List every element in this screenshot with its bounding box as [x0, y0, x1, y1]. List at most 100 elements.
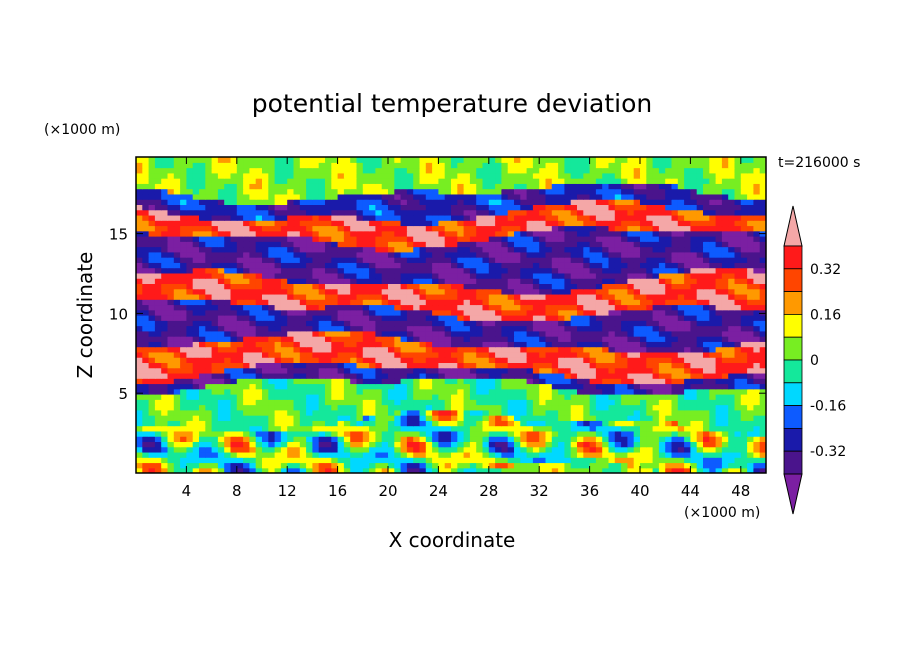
- contour-cell: [199, 267, 206, 274]
- contour-cell: [602, 394, 610, 400]
- contour-cell: [236, 209, 244, 216]
- contour-cell: [583, 383, 591, 390]
- contour-cell: [343, 251, 351, 258]
- contour-cell: [192, 457, 200, 464]
- contour-cell: [362, 267, 370, 274]
- contour-cell: [514, 315, 521, 321]
- contour-cell: [684, 430, 691, 437]
- contour-cell: [677, 346, 685, 353]
- contour-cell: [526, 351, 534, 358]
- contour-cell: [369, 288, 376, 295]
- contour-cell: [406, 388, 414, 395]
- contour-cell: [602, 336, 610, 342]
- contour-cell: [388, 320, 395, 327]
- contour-cell: [564, 430, 572, 437]
- contour-cell: [444, 304, 452, 311]
- contour-cell: [551, 293, 559, 300]
- contour-cell: [457, 214, 465, 221]
- contour-cell: [759, 262, 766, 269]
- contour-cell: [457, 362, 465, 369]
- contour-cell: [413, 394, 421, 400]
- contour-cell: [532, 378, 540, 385]
- contour-cell: [684, 257, 691, 263]
- contour-cell: [621, 394, 628, 400]
- contour-cell: [514, 372, 521, 379]
- contour-cell: [734, 378, 742, 385]
- contour-cell: [658, 257, 666, 263]
- contour-cell: [167, 272, 175, 279]
- contour-cell: [747, 351, 754, 358]
- contour-cell: [583, 267, 591, 274]
- contour-cell: [703, 278, 710, 284]
- contour-cell: [249, 341, 257, 348]
- contour-cell: [148, 441, 156, 448]
- contour-cell: [136, 283, 143, 290]
- contour-cell: [501, 262, 509, 269]
- contour-cell: [394, 220, 402, 227]
- contour-cell: [217, 278, 225, 284]
- contour-cell: [211, 225, 219, 232]
- contour-cell: [331, 441, 339, 448]
- contour-cell: [614, 236, 622, 242]
- contour-cell: [558, 372, 565, 379]
- contour-cell: [658, 451, 666, 458]
- contour-cell: [589, 241, 597, 248]
- contour-cell: [199, 320, 206, 327]
- contour-cell: [312, 457, 320, 464]
- contour-cell: [551, 357, 559, 363]
- contour-cell: [526, 378, 534, 385]
- contour-cell: [539, 436, 547, 442]
- contour-cell: [186, 230, 194, 237]
- contour-cell: [740, 362, 748, 369]
- contour-cell: [665, 394, 673, 400]
- contour-cell: [413, 378, 421, 385]
- contour-cell: [671, 467, 679, 473]
- contour-cell: [280, 357, 288, 363]
- contour-cell: [388, 315, 395, 321]
- contour-cell: [136, 409, 143, 416]
- contour-cell: [646, 299, 654, 306]
- contour-cell: [570, 436, 578, 442]
- contour-cell: [337, 378, 345, 385]
- contour-cell: [495, 288, 502, 295]
- contour-cell: [186, 430, 194, 437]
- contour-cell: [734, 330, 742, 337]
- contour-cell: [425, 399, 433, 406]
- contour-cell: [507, 341, 515, 348]
- contour-cell: [173, 462, 181, 469]
- contour-cell: [400, 362, 408, 369]
- contour-cell: [381, 293, 389, 300]
- contour-cell: [570, 236, 578, 242]
- contour-cell: [312, 309, 320, 316]
- contour-cell: [469, 262, 477, 269]
- contour-cell: [280, 320, 288, 327]
- contour-cell: [236, 430, 244, 437]
- contour-cell: [432, 399, 439, 406]
- contour-cell: [438, 325, 446, 332]
- contour-cell: [507, 230, 515, 237]
- contour-cell: [747, 372, 754, 379]
- contour-cell: [614, 462, 622, 469]
- contour-cell: [381, 246, 389, 253]
- contour-cell: [469, 357, 477, 363]
- contour-cell: [262, 372, 269, 379]
- contour-cell: [280, 425, 288, 432]
- contour-cell: [759, 372, 766, 379]
- contour-cell: [740, 462, 748, 469]
- contour-cell: [690, 251, 698, 258]
- contour-cell: [614, 451, 622, 458]
- contour-cell: [621, 372, 628, 379]
- contour-cell: [192, 420, 200, 427]
- contour-cell: [507, 225, 515, 232]
- contour-cell: [318, 325, 326, 332]
- contour-cell: [293, 430, 301, 437]
- contour-cell: [343, 415, 351, 421]
- contour-cell: [463, 220, 471, 227]
- contour-cell: [457, 436, 465, 442]
- contour-cell: [665, 304, 673, 311]
- contour-cell: [614, 225, 622, 232]
- contour-cell: [312, 283, 320, 290]
- contour-cell: [633, 325, 641, 332]
- contour-cell: [684, 246, 691, 253]
- contour-cell: [375, 236, 383, 242]
